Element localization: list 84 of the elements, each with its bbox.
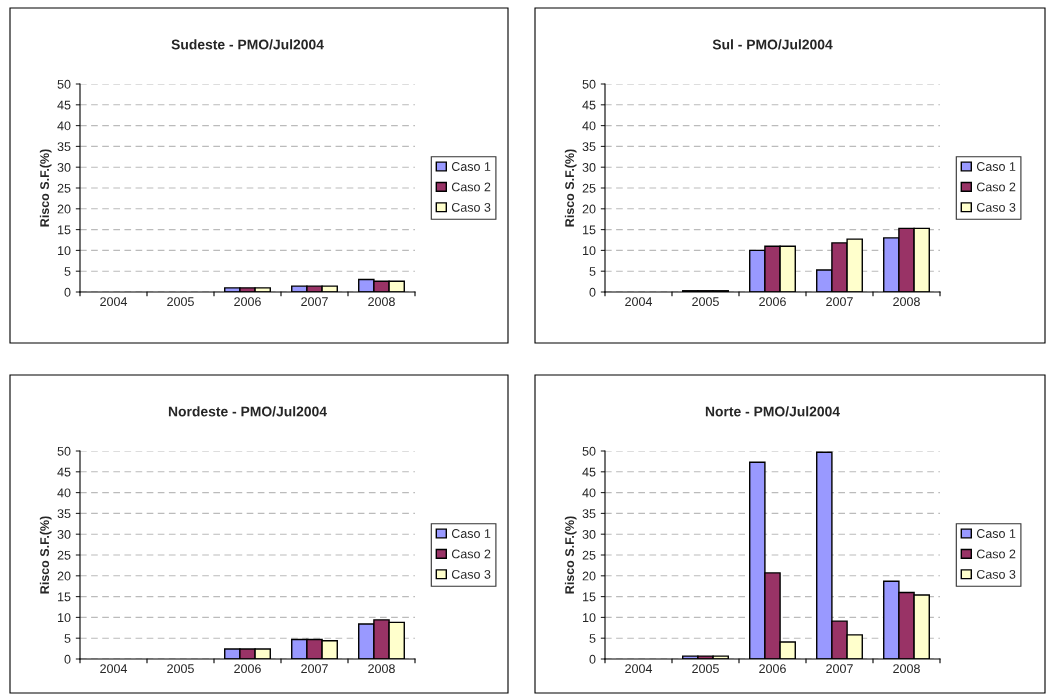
x-tick-label: 2007 (826, 297, 853, 307)
legend-label: Caso 2 (451, 549, 491, 559)
y-tick-label: 10 (58, 613, 71, 623)
y-tick-label: 25 (582, 550, 596, 560)
y-tick-label: 40 (57, 121, 71, 131)
y-tick-label: 40 (57, 488, 71, 498)
chart-title: Norte - PMO/Jul2004 (705, 406, 840, 417)
y-tick-label: 30 (57, 163, 71, 172)
y-tick-label: 5 (64, 634, 71, 643)
y-axis-title: Risco S.F.(%) (564, 149, 577, 227)
y-tick-label: 40 (582, 121, 596, 131)
y-tick-label: 30 (582, 530, 596, 539)
x-tick-label: 2005 (692, 297, 719, 307)
x-tick-label: 2008 (368, 664, 395, 674)
x-tick-label: 2005 (692, 664, 719, 674)
y-tick-label: 10 (58, 246, 71, 256)
y-tick-label: 45 (582, 467, 596, 477)
y-tick-label: 25 (57, 550, 71, 560)
x-tick-label: 2004 (625, 664, 653, 674)
legend-label: Caso 2 (976, 549, 1016, 559)
legend-label: Caso 3 (451, 569, 491, 579)
x-tick-label: 2005 (167, 664, 194, 674)
y-tick-label: 10 (583, 246, 596, 256)
legend-label: Caso 3 (976, 202, 1016, 212)
x-tick-label: 2007 (301, 664, 328, 674)
y-tick-label: 15 (583, 592, 596, 602)
y-tick-label: 0 (589, 287, 596, 297)
legend-label: Caso 1 (451, 529, 491, 538)
x-tick-label: 2004 (100, 664, 128, 674)
y-tick-label: 20 (57, 571, 71, 581)
y-tick-label: 35 (57, 142, 71, 152)
y-tick-label: 50 (582, 79, 596, 89)
y-axis-title: Risco S.F.(%) (39, 516, 52, 594)
x-tick-label: 2006 (234, 664, 261, 674)
x-tick-label: 2004 (100, 297, 128, 307)
x-tick-label: 2008 (893, 297, 920, 307)
chart-title: Sudeste - PMO/Jul2004 (171, 39, 324, 50)
x-tick-label: 2006 (234, 297, 261, 307)
y-tick-label: 0 (64, 654, 71, 664)
y-tick-label: 0 (64, 287, 71, 297)
x-tick-label: 2006 (759, 664, 786, 674)
y-tick-label: 0 (589, 654, 596, 664)
y-tick-label: 5 (589, 634, 596, 643)
y-tick-label: 45 (57, 100, 71, 110)
x-tick-label: 2007 (301, 297, 328, 307)
y-tick-label: 45 (582, 100, 596, 110)
legend-label: Caso 3 (451, 202, 491, 212)
y-tick-label: 15 (58, 592, 71, 602)
x-tick-label: 2006 (759, 297, 786, 307)
legend-label: Caso 3 (976, 569, 1016, 579)
y-tick-label: 35 (57, 509, 71, 519)
y-tick-label: 15 (58, 225, 71, 235)
y-axis-title: Risco S.F.(%) (564, 516, 577, 594)
y-tick-label: 25 (57, 183, 71, 193)
y-tick-label: 30 (57, 530, 71, 539)
y-tick-label: 20 (582, 571, 596, 581)
x-tick-label: 2005 (167, 297, 194, 307)
y-tick-label: 25 (582, 183, 596, 193)
legend-label: Caso 1 (976, 162, 1016, 171)
chart-title: Sul - PMO/Jul2004 (712, 39, 833, 50)
y-tick-label: 35 (582, 142, 596, 152)
y-axis-title: Risco S.F.(%) (39, 149, 52, 227)
y-tick-label: 20 (582, 204, 596, 214)
legend-label: Caso 2 (976, 182, 1016, 192)
y-tick-label: 35 (582, 509, 596, 519)
y-tick-label: 50 (57, 446, 71, 456)
y-tick-label: 5 (64, 267, 71, 276)
y-tick-label: 50 (57, 79, 71, 89)
y-tick-label: 40 (582, 488, 596, 498)
y-tick-label: 5 (589, 267, 596, 276)
x-tick-label: 2008 (368, 297, 395, 307)
y-tick-label: 10 (583, 613, 596, 623)
x-tick-label: 2008 (893, 664, 920, 674)
x-tick-label: 2004 (625, 297, 653, 307)
x-tick-label: 2007 (826, 664, 853, 674)
y-tick-label: 20 (57, 204, 71, 214)
y-tick-label: 30 (582, 163, 596, 172)
chart-title: Nordeste - PMO/Jul2004 (168, 406, 327, 417)
legend-label: Caso 2 (451, 182, 491, 192)
legend-label: Caso 1 (451, 162, 491, 171)
y-tick-label: 50 (582, 446, 596, 456)
y-tick-label: 15 (583, 225, 596, 235)
y-tick-label: 45 (57, 467, 71, 477)
legend-label: Caso 1 (976, 529, 1016, 538)
